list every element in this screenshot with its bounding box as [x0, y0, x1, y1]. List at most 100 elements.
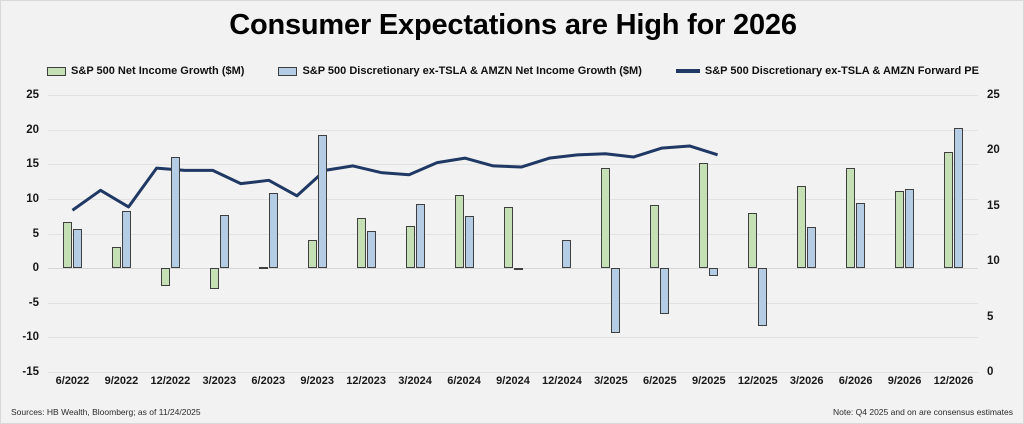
bar-net-income-growth-3/2023	[209, 268, 219, 289]
bar-discretionary-net-income-growth-12/2023	[366, 231, 376, 269]
y-tick-left-8: -15	[22, 366, 39, 378]
x-axis-labels: 6/2022 9/2022 12/2022 3/2023 6/2023 9/2023 12/…	[48, 375, 978, 393]
x-tick-label-14: 12/2025	[737, 375, 778, 387]
gridline	[48, 268, 978, 270]
bar-net-income-growth-6/2026	[846, 167, 856, 269]
plot-area	[48, 95, 978, 373]
y-tick-left-4: 5	[32, 227, 39, 240]
forward-pe-line	[71, 144, 719, 212]
bar-net-income-growth-3/2024	[405, 225, 415, 269]
x-tick-label-2: 12/2022	[150, 375, 191, 387]
x-tick-label-7: 3/2024	[398, 375, 432, 387]
chart-legend: S&P 500 Net Income Growth ($M) S&P 500 D…	[1, 65, 1024, 77]
legend-swatch-green	[47, 66, 67, 76]
y-axis-right: 25 20 15 10 5 0	[982, 89, 1024, 378]
bar-net-income-growth-6/2022	[62, 221, 72, 269]
gridline	[48, 164, 978, 166]
bar-discretionary-net-income-growth-6/2022	[72, 228, 82, 269]
legend-item-discretionary-net-income-growth: S&P 500 Discretionary ex-TSLA & AMZN Net…	[278, 65, 642, 77]
x-tick-label-5: 9/2023	[300, 375, 335, 387]
gridline	[48, 233, 978, 235]
chart-title: Consumer Expectations are High for 2026	[229, 9, 797, 41]
y-tick-right-1: 20	[987, 144, 1000, 157]
bar-net-income-growth-12/2025	[748, 212, 758, 269]
bar-net-income-growth-9/2025	[699, 162, 709, 269]
y-tick-left-3: 10	[26, 192, 39, 205]
footer-note: Note: Q4 2025 and on are consensus estim…	[832, 407, 1013, 417]
x-tick-label-15: 3/2026	[789, 375, 824, 387]
bar-discretionary-net-income-growth-6/2024	[464, 216, 474, 269]
x-tick-label-18: 12/2026	[933, 375, 974, 387]
bar-discretionary-net-income-growth-6/2025	[660, 268, 670, 314]
bar-discretionary-net-income-growth-6/2023	[268, 192, 278, 269]
bar-discretionary-net-income-growth-12/2025	[758, 268, 768, 326]
bar-discretionary-net-income-growth-3/2026	[807, 226, 817, 269]
bar-discretionary-net-income-growth-3/2024	[415, 203, 425, 269]
bar-discretionary-net-income-growth-9/2025	[709, 268, 719, 276]
x-tick-label-8: 6/2024	[447, 375, 481, 387]
gridline	[48, 198, 978, 200]
y-tick-right-2: 15	[987, 199, 1000, 212]
bar-discretionary-net-income-growth-12/2022	[170, 156, 180, 269]
y-tick-left-2: 15	[26, 158, 39, 171]
bar-net-income-growth-9/2026	[895, 190, 905, 269]
legend-swatch-line	[675, 69, 700, 73]
bar-discretionary-net-income-growth-3/2025	[611, 268, 621, 334]
legend-label-0: S&P 500 Net Income Growth ($M)	[71, 65, 245, 77]
footer-sources: Sources: HB Wealth, Bloomberg; as of 11/…	[11, 407, 201, 417]
y-tick-left-0: 25	[26, 89, 39, 101]
x-tick-label-16: 6/2026	[838, 375, 873, 387]
x-tick-label-10: 12/2024	[542, 375, 582, 387]
bar-discretionary-net-income-growth-12/2026	[954, 128, 964, 269]
bar-net-income-growth-9/2024	[503, 207, 513, 269]
y-tick-right-0: 25	[987, 89, 1000, 101]
bar-discretionary-net-income-growth-12/2024	[562, 239, 572, 269]
bar-discretionary-net-income-growth-6/2026	[856, 203, 866, 269]
y-tick-right-3: 10	[987, 255, 1000, 268]
bar-net-income-growth-6/2025	[650, 205, 660, 269]
bar-net-income-growth-12/2026	[944, 152, 954, 269]
x-tick-label-4: 6/2023	[251, 375, 286, 387]
gridline	[48, 129, 978, 131]
legend-label-2: S&P 500 Discretionary ex-TSLA & AMZN For…	[704, 65, 979, 77]
bar-discretionary-net-income-growth-9/2023	[317, 135, 327, 269]
y-tick-right-4: 5	[987, 310, 994, 323]
x-tick-label-17: 9/2026	[887, 375, 922, 387]
x-tick-label-6: 12/2023	[346, 375, 387, 387]
y-tick-left-7: -10	[22, 331, 39, 344]
bar-discretionary-net-income-growth-9/2026	[905, 189, 915, 269]
bar-net-income-growth-6/2023	[258, 266, 268, 269]
legend-item-net-income-growth: S&P 500 Net Income Growth ($M)	[47, 65, 244, 77]
legend-swatch-blue	[278, 66, 298, 76]
bar-discretionary-net-income-growth-9/2024	[513, 268, 523, 271]
y-tick-left-1: 20	[26, 123, 39, 136]
bar-net-income-growth-3/2025	[601, 168, 611, 269]
x-tick-label-0: 6/2022	[55, 375, 90, 387]
x-tick-label-1: 9/2022	[104, 375, 139, 387]
y-tick-right-5: 0	[987, 366, 994, 378]
bar-net-income-growth-6/2024	[454, 195, 464, 269]
bar-net-income-growth-12/2022	[160, 268, 170, 287]
bar-discretionary-net-income-growth-9/2022	[121, 210, 131, 269]
bar-net-income-growth-9/2022	[111, 246, 121, 269]
x-tick-label-13: 9/2025	[691, 375, 726, 387]
gridline	[48, 302, 978, 304]
legend-label-1: S&P 500 Discretionary ex-TSLA & AMZN Net…	[302, 65, 642, 77]
gridline	[48, 337, 978, 339]
y-axis-left: 25 20 15 10 5 0 -5 -10 -15	[1, 89, 44, 378]
bar-net-income-growth-9/2023	[307, 240, 317, 269]
x-tick-label-12: 6/2025	[643, 375, 677, 387]
x-tick-label-9: 9/2024	[496, 375, 530, 387]
legend-item-forward-pe: S&P 500 Discretionary ex-TSLA & AMZN For…	[675, 65, 979, 77]
gridline	[48, 95, 978, 96]
y-tick-left-6: -5	[28, 296, 39, 309]
bar-net-income-growth-3/2026	[797, 186, 807, 269]
bar-discretionary-net-income-growth-3/2023	[219, 214, 229, 269]
gridline	[48, 372, 978, 373]
y-tick-left-5: 0	[32, 262, 39, 275]
bar-net-income-growth-12/2023	[356, 218, 366, 269]
x-tick-label-11: 3/2025	[594, 375, 628, 387]
forward-pe-line-path	[71, 144, 719, 212]
x-tick-label-3: 3/2023	[202, 375, 237, 387]
